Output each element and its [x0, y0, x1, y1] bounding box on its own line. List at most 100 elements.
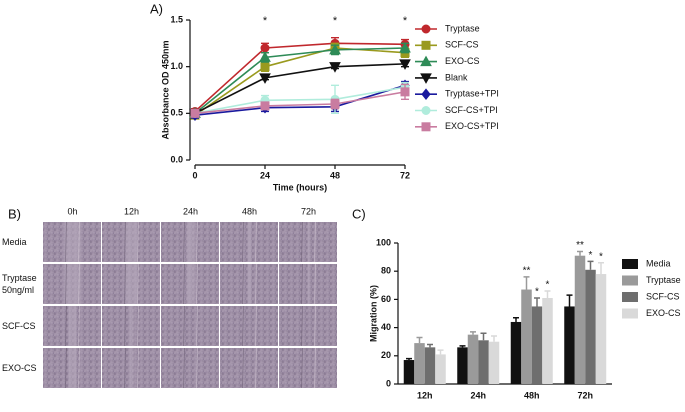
legend-swatch: [622, 292, 638, 302]
legend-swatch: [622, 308, 638, 319]
bar: [510, 321, 522, 384]
significance-star: *: [535, 287, 539, 298]
scratch-edge: [196, 263, 198, 305]
bar: [403, 360, 415, 384]
marker: [421, 122, 431, 132]
marker: [421, 88, 431, 101]
wound-gap: [129, 348, 134, 388]
scratch-edge: [183, 305, 185, 347]
scratch-edge: [301, 263, 303, 305]
error-bar: [480, 332, 487, 341]
scratch-edge: [301, 221, 303, 263]
marker: [329, 43, 341, 55]
legend-label: Tryptase: [445, 23, 480, 33]
legend-label: Media: [646, 258, 671, 268]
scratch-edge: [183, 347, 185, 389]
error-bar: [406, 357, 412, 361]
y-tick-label: 40: [381, 322, 391, 332]
scratch-edge: [137, 347, 139, 389]
scratch-edge: [314, 305, 316, 347]
scratch-edge: [255, 221, 257, 263]
legend-swatch: [622, 275, 638, 286]
wound-gap: [247, 222, 252, 262]
y-tick-label: 0.5: [170, 108, 183, 118]
error-bar: [491, 335, 497, 342]
scratch-edge: [65, 263, 67, 305]
y-tick-label: 60: [381, 294, 391, 304]
y-tick-label: 1.0: [170, 61, 183, 71]
legend-label: SCF-CS: [646, 291, 680, 301]
micrograph: [220, 348, 278, 388]
scratch-edge: [314, 263, 316, 305]
x-tick-label: 72h: [577, 390, 593, 400]
scratch-edge: [242, 221, 244, 263]
scratch-edge: [137, 305, 139, 347]
scratch-edge: [78, 221, 80, 263]
y-tick-label: 1.5: [170, 14, 183, 24]
y-tick-label: 20: [381, 350, 391, 360]
scratch-edge: [255, 305, 257, 347]
bar: [414, 343, 425, 384]
row-label: SCF-CS: [2, 321, 36, 331]
scratch-edge: [242, 305, 244, 347]
scratch-edge: [78, 305, 80, 347]
bar: [595, 274, 607, 384]
marker: [400, 87, 410, 97]
marker: [329, 62, 341, 73]
significance-star: **: [576, 240, 584, 251]
bar: [521, 289, 532, 384]
wound-gap: [125, 264, 138, 304]
wound-gap: [129, 306, 134, 346]
error-bar: [437, 349, 444, 355]
scratch-edge: [137, 221, 139, 263]
error-bar: [598, 261, 604, 275]
y-tick-label: 0: [386, 378, 391, 388]
column-label: 72h: [301, 206, 316, 216]
significance-star: *: [333, 15, 338, 27]
scratch-edge: [137, 263, 139, 305]
error-bar: [534, 297, 540, 307]
marker: [420, 73, 432, 84]
scratch-edge: [65, 347, 67, 389]
scratch-edge: [183, 263, 185, 305]
scratch-edge: [65, 305, 67, 347]
wound-gap: [186, 222, 195, 262]
row-label: 50ng/ml: [2, 285, 34, 295]
column-label: 48h: [242, 206, 257, 216]
legend-label: SCF-CS+TPI: [445, 105, 498, 115]
x-tick-label: 24: [260, 170, 270, 180]
micrograph: [279, 306, 337, 346]
x-axis-label: Time (hours): [273, 182, 327, 192]
column-label: 12h: [124, 206, 139, 216]
error-bar: [523, 276, 530, 290]
y-axis-label: Absorbance OD 450nm: [160, 40, 170, 139]
scratch-edge: [78, 347, 80, 389]
x-tick-label: 24h: [470, 390, 486, 400]
series-line: [194, 91, 406, 115]
scratch-edge: [255, 347, 257, 389]
series-line: [194, 47, 406, 114]
column-label: 0h: [67, 206, 77, 216]
significance-star: *: [263, 15, 268, 27]
marker: [421, 106, 431, 115]
scratch-edge: [314, 221, 316, 263]
error-bar: [577, 250, 583, 256]
series-line: [194, 63, 406, 115]
marker: [259, 73, 271, 84]
panel-label: A): [150, 1, 163, 16]
row-label: EXO-CS: [2, 363, 37, 373]
scratch-edge: [301, 347, 303, 389]
micrograph: [161, 306, 219, 346]
y-axis-label: Migration (%): [368, 285, 378, 342]
series-line: [194, 47, 406, 116]
significance-star: *: [599, 251, 603, 262]
marker: [399, 41, 411, 53]
micrograph: [220, 306, 278, 346]
wound-gap: [307, 264, 310, 304]
wound-gap: [68, 306, 77, 346]
legend-label: EXO-CS+TPI: [445, 121, 499, 131]
scratch-edge: [183, 221, 185, 263]
y-tick-label: 80: [381, 266, 391, 276]
marker: [421, 40, 431, 50]
